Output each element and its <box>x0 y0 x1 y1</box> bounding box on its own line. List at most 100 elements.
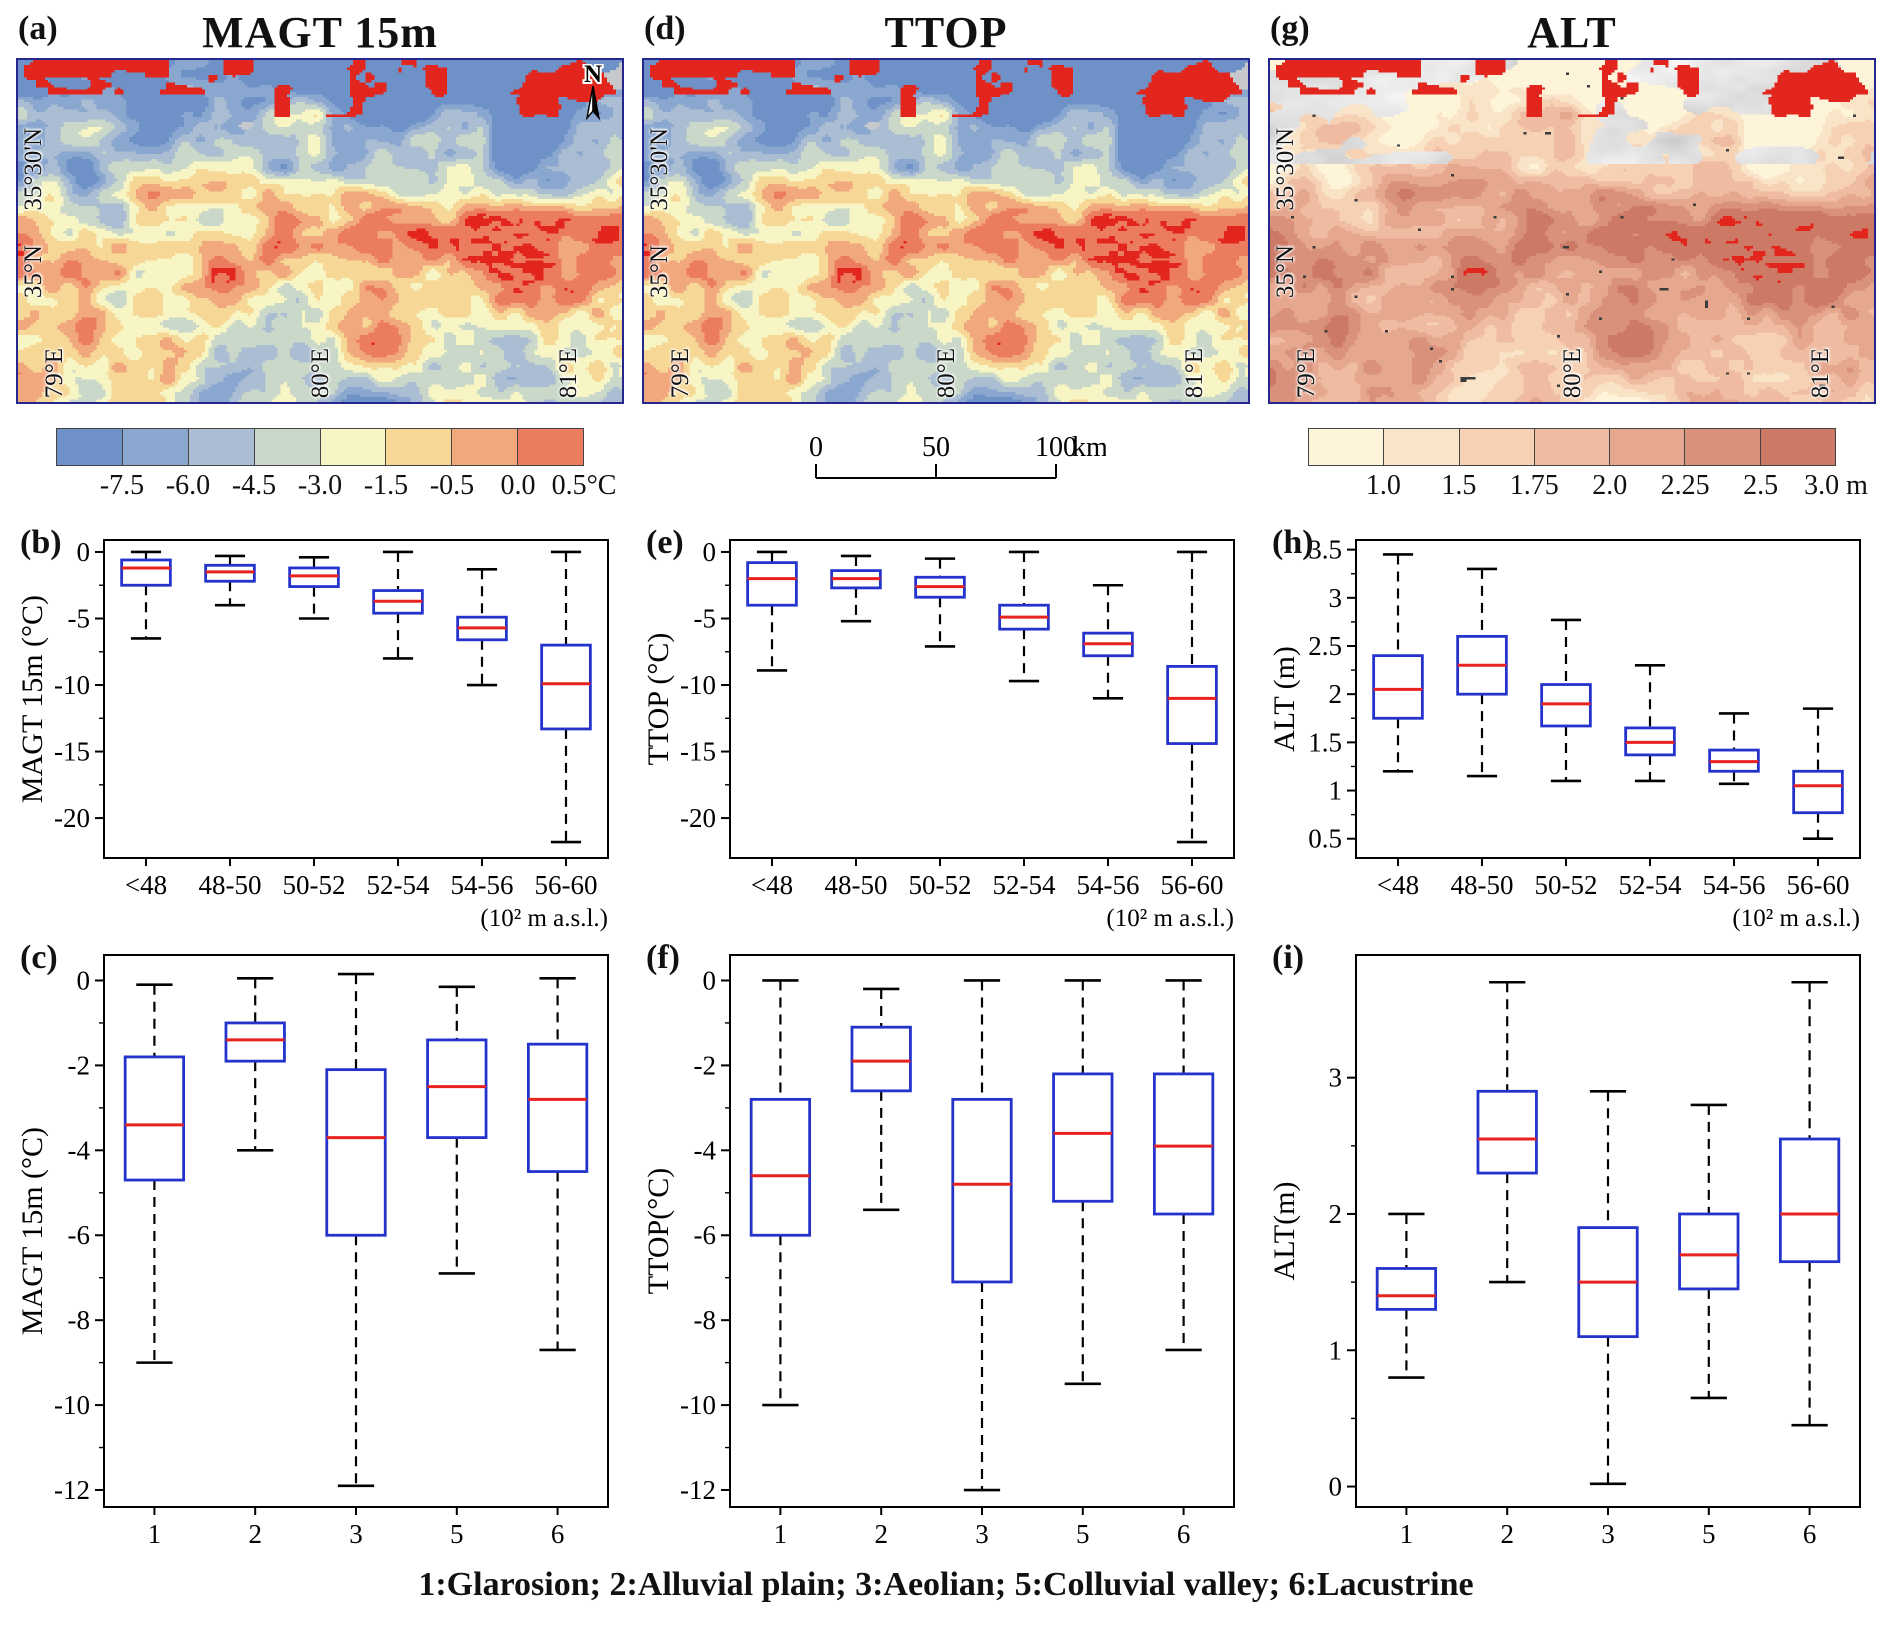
chart-text: <48 <box>751 870 793 900</box>
longitude-label: 80°E <box>932 347 960 398</box>
panel-label-c: (c) <box>20 939 58 976</box>
chart-text: -8 <box>694 1305 717 1335</box>
legend-color-cell <box>1760 429 1835 465</box>
chart-text: 3 <box>349 1519 363 1549</box>
box-group-b-5 <box>540 550 592 844</box>
chart-text: 0 <box>1329 1472 1343 1502</box>
longitude-label: 79°E <box>667 347 695 398</box>
legend-tick-label: -4.5 <box>231 470 277 501</box>
chart-text: 5 <box>450 1519 464 1549</box>
chart-text: km <box>1072 432 1106 463</box>
box-group-h-1 <box>1456 567 1508 778</box>
box-group-f-2 <box>951 979 1013 1492</box>
chart-text: 3 <box>975 1519 989 1549</box>
box-group-f-4 <box>1152 979 1215 1352</box>
chart-text: 50 <box>922 432 950 463</box>
legend-alt-bar <box>1308 428 1836 466</box>
longitude-label: 80°E <box>1558 347 1586 398</box>
latitude-label: 35°N <box>646 244 673 298</box>
chart-text: 56-60 <box>535 870 598 900</box>
map-panel-magt: (a) MAGT 15m 35°30'N 35°N 79°E 80°E 81°E N <box>16 6 624 404</box>
chart-text: -12 <box>54 1475 90 1505</box>
legend-tick-label: 1.0 <box>1365 470 1401 501</box>
latitude-label: 35°30'N <box>20 128 47 211</box>
panel-label-b: (b) <box>20 524 62 561</box>
chart-text: 100 <box>1035 432 1077 463</box>
chart-text: -5 <box>694 604 717 634</box>
chart-text: 52-54 <box>1619 870 1682 900</box>
map-title-magt: MAGT 15m <box>202 7 438 57</box>
chart-text: -12 <box>680 1475 716 1505</box>
map-alt: 35°30'N 35°N 79°E 80°E 81°E <box>1268 58 1876 404</box>
box-group-i-4 <box>1778 980 1841 1427</box>
legend-tick-label: 1.75 <box>1509 470 1559 501</box>
box-group-h-2 <box>1540 618 1592 783</box>
panel-label-i: (i) <box>1272 939 1305 976</box>
legend-tick-label: 1.5 <box>1441 470 1477 501</box>
chart-text: 6 <box>1803 1519 1817 1549</box>
legend-color-cell <box>188 429 255 465</box>
boxplot-svg-c: 0 -2 -4 -6 -8 -10 -12 MAGT 15m (°C) 1 2 3 5 6 <box>16 954 609 1549</box>
legend-tick-label: -7.5 <box>99 470 145 501</box>
chart-text: -15 <box>54 737 90 767</box>
legend-temperature-labels: -7.5 -6.0 -4.5 -3.0 -1.5 -0.5 0.0 0.5°C <box>56 470 617 506</box>
box-group-c-1 <box>224 977 286 1152</box>
chart-text: 1 <box>774 1519 788 1549</box>
box-group-b-2 <box>288 555 340 620</box>
legend-tick-label: 2.5 <box>1743 470 1779 501</box>
chart-text: 48-50 <box>199 870 262 900</box>
chart-text: (10² m a.s.l.) <box>480 905 608 932</box>
legend-tick-label: 3.0 m <box>1804 470 1868 501</box>
box-group-i-0 <box>1375 1212 1438 1379</box>
legend-color-cell <box>1685 429 1761 465</box>
legend-tick-label: -1.5 <box>363 470 409 501</box>
chart-text: 56-60 <box>1161 870 1224 900</box>
legend-color-cell <box>320 429 387 465</box>
map-panel-ttop: (d) TTOP 35°30'N 35°N 79°E 80°E 81°E <box>642 6 1250 404</box>
latitude-label: 35°N <box>20 244 47 298</box>
map-title-alt: ALT <box>1527 7 1617 57</box>
chart-text: 50-52 <box>283 870 346 900</box>
chart-text: 2 <box>1329 1199 1343 1229</box>
chart-text: 1 <box>1329 1335 1343 1365</box>
legend-temperature-bar <box>56 428 584 466</box>
legend-tick-label: 2.25 <box>1660 470 1710 501</box>
chart-text: 48-50 <box>1451 870 1514 900</box>
chart-text: 6 <box>1177 1519 1191 1549</box>
maps-row: (a) MAGT 15m 35°30'N 35°N 79°E 80°E 81°E N (d… <box>0 6 1892 404</box>
map-raster-ttop <box>644 60 1248 402</box>
boxplot-panel-h: (h) 3.5 3 2.5 2 1.5 1 0.5 ALT (m) <48 48-50 50-52 52… <box>1268 526 1876 939</box>
chart-text: -20 <box>54 803 90 833</box>
chart-text: 5 <box>1702 1519 1716 1549</box>
map-header-magt: (a) MAGT 15m <box>16 6 624 58</box>
legend-color-cell <box>518 429 583 465</box>
box-group-c-0 <box>123 983 186 1364</box>
map-panel-alt: (g) ALT 35°30'N 35°N 79°E 80°E 81°E <box>1268 6 1876 404</box>
box-group-i-2 <box>1577 1089 1639 1486</box>
box-group-f-3 <box>1052 979 1114 1386</box>
chart-text: 54-56 <box>1077 870 1140 900</box>
chart-text: MAGT 15m (°C) <box>16 595 49 803</box>
map-raster-magt <box>18 60 622 402</box>
legends-row: -7.5 -6.0 -4.5 -3.0 -1.5 -0.5 0.0 0.5°C 0 50 100 k… <box>0 428 1892 514</box>
legend-color-cell <box>386 429 453 465</box>
legend-tick-label: 0.5°C <box>551 470 617 501</box>
latitude-label: 35°30'N <box>1272 128 1299 211</box>
chart-text: 0 <box>77 965 91 995</box>
legend-color-cell <box>1610 429 1686 465</box>
boxplot-svg-h: 3.5 3 2.5 2 1.5 1 0.5 ALT (m) <48 48-50 50-52 52-54… <box>1268 535 1861 932</box>
chart-text: 0.5 <box>1308 824 1342 854</box>
box-group-e-4 <box>1082 583 1134 700</box>
chart-text: -6 <box>694 1220 717 1250</box>
box-group-e-1 <box>830 554 882 623</box>
legend-alt: 1.0 1.5 1.75 2.0 2.25 2.5 3.0 m <box>1268 428 1876 506</box>
chart-text: 2 <box>874 1519 888 1549</box>
panel-label-d: (d) <box>644 10 686 47</box>
panel-label-h: (h) <box>1272 524 1314 561</box>
panel-label-e: (e) <box>646 524 684 561</box>
chart-text: -2 <box>694 1050 717 1080</box>
chart-text: -8 <box>68 1305 91 1335</box>
chart-text: 1 <box>1400 1519 1414 1549</box>
longitude-label: 81°E <box>1180 347 1208 398</box>
